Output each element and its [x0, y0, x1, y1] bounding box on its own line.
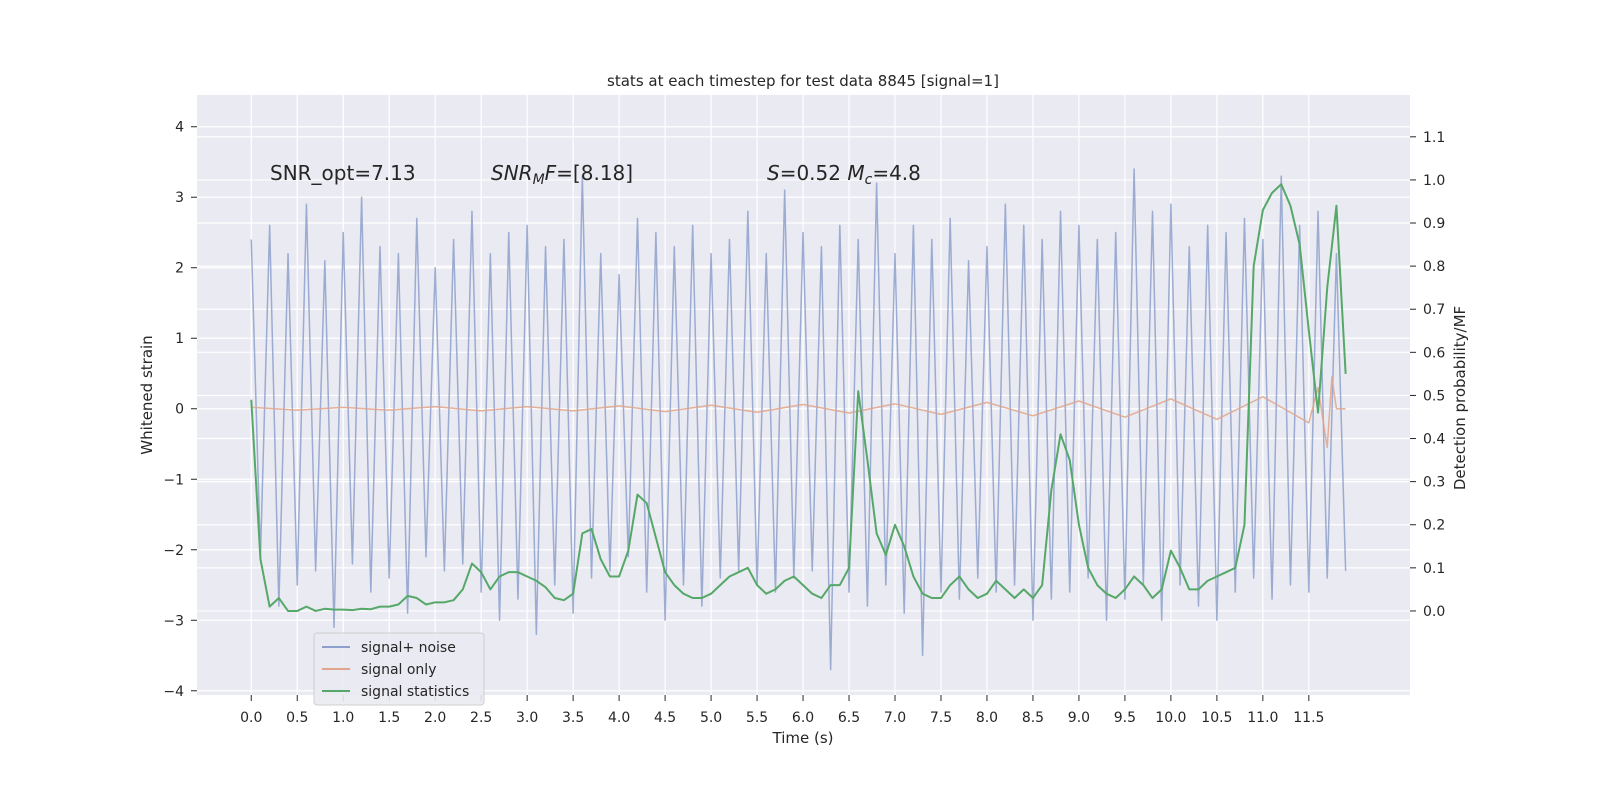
x-tick-label: 7.0 [884, 710, 906, 726]
annotation-part: =4.8 [872, 161, 921, 185]
annotation-part: SNR [491, 161, 533, 185]
annotation-part: c [865, 172, 873, 188]
annotation: SNR_opt=7.13 [270, 161, 416, 185]
x-tick-label: 11.5 [1293, 710, 1324, 726]
y2-tick-label: 0.9 [1423, 216, 1445, 232]
x-tick-label: 4.5 [654, 710, 676, 726]
legend-box [313, 632, 485, 706]
x-tick-label: 5.0 [700, 710, 722, 726]
x-tick-label: 4.0 [608, 710, 630, 726]
marks [250, 168, 1347, 671]
x-tick-label: 6.5 [838, 710, 860, 726]
x-tick-label: 11.0 [1247, 710, 1278, 726]
x-tick-label: 9.5 [1114, 710, 1136, 726]
annotation-part: M [847, 161, 864, 185]
x-tick-label: 1.5 [378, 710, 400, 726]
x-tick-label: 1.0 [332, 710, 354, 726]
annotation-part: S [767, 161, 780, 185]
x-tick-label: 0.5 [286, 710, 308, 726]
y2-tick-label: 0.5 [1423, 388, 1445, 404]
y2-tick-label: 0.0 [1423, 604, 1445, 620]
annotation: S=0.52 Mc=4.8 [767, 161, 921, 188]
y2-tick-label: 0.8 [1423, 259, 1445, 275]
x-tick-label: 6.0 [792, 710, 814, 726]
y-tick-label: −2 [163, 543, 184, 559]
x-tick-label: 3.5 [562, 710, 584, 726]
x-tick-label: 9.0 [1068, 710, 1090, 726]
y-tick-label: 2 [175, 261, 184, 277]
x-tick-label: 7.5 [930, 710, 952, 726]
y2-tick-label: 1.1 [1423, 130, 1445, 146]
legend-label: signal statistics [361, 684, 469, 700]
y-tick-label: 3 [175, 190, 184, 206]
x-tick-label: 2.5 [470, 710, 492, 726]
y-axis-label: Whitened strain [138, 335, 156, 454]
y2-tick-label: 0.4 [1423, 432, 1445, 448]
annotation-part: SNR_opt=7.13 [270, 161, 416, 185]
y2-axis-label: Detection probability/MF [1451, 306, 1469, 490]
x-tick-label: 2.0 [424, 710, 446, 726]
annotation-part: F [545, 161, 557, 185]
x-tick-label: 3.0 [516, 710, 538, 726]
y-tick-label: 4 [175, 120, 184, 136]
chart-title: stats at each timestep for test data 884… [607, 72, 999, 90]
legend-label: signal+ noise [361, 640, 456, 656]
axes: 0.0 0.5 1.0 1.5 2.0 2.5 3.0 3.5 4.0 4.5 5.0 5.5 6.0 6… [163, 120, 1445, 726]
y-tick-label: 0 [175, 402, 184, 418]
annotation-part: =0.52 [780, 161, 848, 185]
y-tick-label: −1 [163, 472, 184, 488]
series-line [251, 376, 1346, 449]
series-line [250, 183, 1347, 612]
x-tick-label: 8.0 [976, 710, 998, 726]
annotation-part: M [533, 172, 545, 188]
x-tick-label: 8.5 [1022, 710, 1044, 726]
y-tick-label: −3 [163, 613, 184, 629]
y-tick-label: −4 [163, 684, 184, 700]
y2-tick-label: 0.1 [1423, 561, 1445, 577]
y2-tick-label: 1.0 [1423, 173, 1445, 189]
y2-tick-label: 0.7 [1423, 302, 1445, 318]
x-tick-label: 10.0 [1155, 710, 1186, 726]
legend: signal+ noise signal only signal statistic… [313, 632, 485, 706]
annotation-part: =[8.18] [556, 161, 633, 185]
y2-tick-label: 0.3 [1423, 475, 1445, 491]
y2-tick-label: 0.2 [1423, 518, 1445, 534]
x-axis-label: Time (s) [772, 729, 834, 747]
x-tick-label: 0.0 [240, 710, 262, 726]
y2-tick-label: 0.6 [1423, 345, 1445, 361]
x-tick-label: 10.5 [1201, 710, 1232, 726]
legend-label: signal only [361, 662, 436, 678]
x-tick-label: 5.5 [746, 710, 768, 726]
annotation: SNRMF=[8.18] [491, 161, 633, 188]
y-tick-label: 1 [175, 331, 184, 347]
